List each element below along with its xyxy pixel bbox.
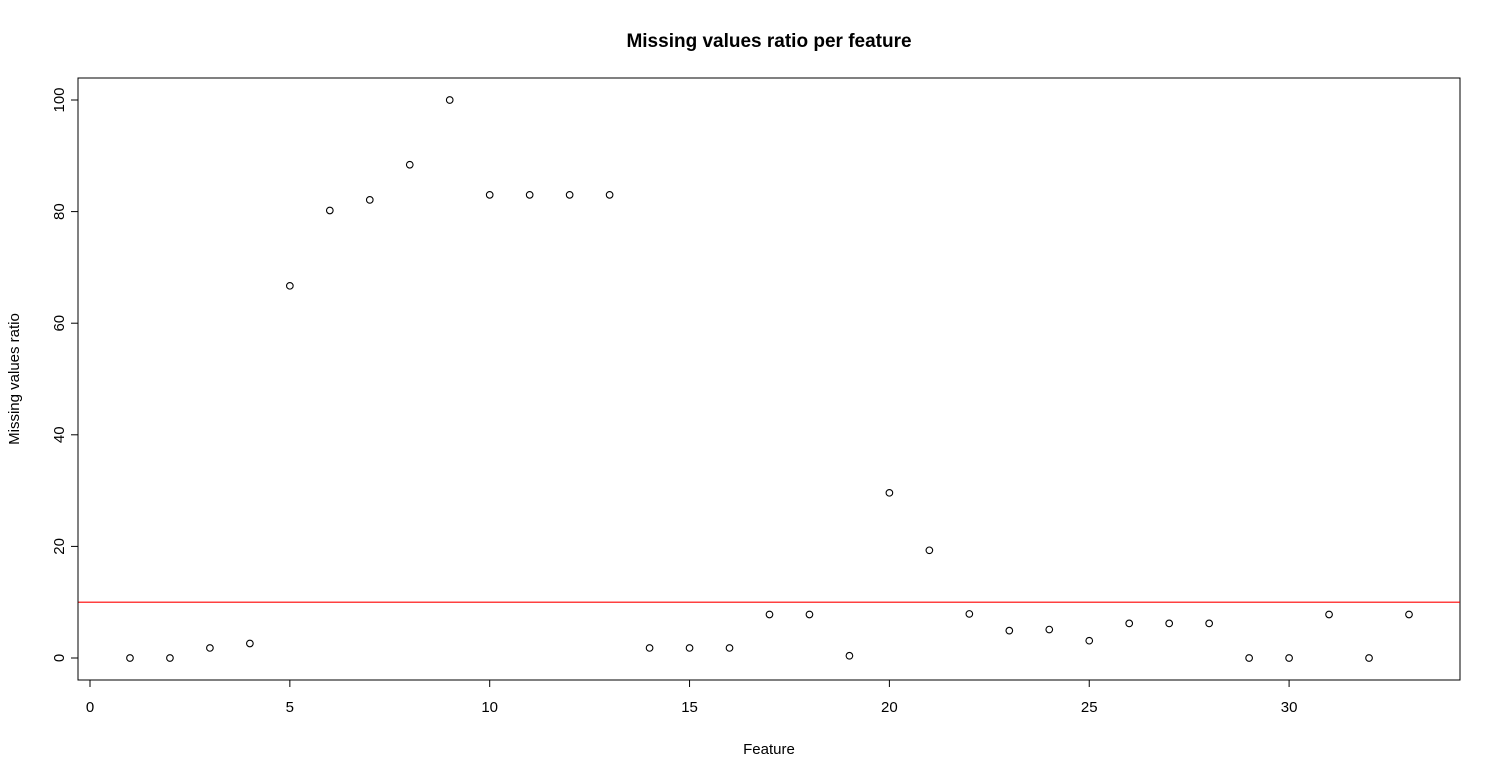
data-point: [885, 488, 894, 497]
x-tick-label: 30: [1281, 699, 1298, 716]
data-point: [1365, 654, 1373, 662]
y-axis-label: Missing values ratio: [6, 313, 23, 445]
plot-frame: [77, 77, 1461, 681]
y-axis: 0 20 40 60 80 100: [51, 87, 79, 662]
data-point: [126, 654, 134, 662]
data-point: [445, 96, 454, 104]
data-point: [485, 191, 494, 199]
data-point: [1285, 654, 1293, 662]
data-point: [925, 546, 934, 555]
data-point: [1205, 619, 1214, 628]
data-point: [325, 206, 334, 215]
chart-title: Missing values ratio per feature: [626, 31, 911, 52]
points-layer: [126, 96, 1413, 662]
data-point: [166, 654, 174, 662]
data-point: [605, 191, 614, 199]
data-point: [805, 610, 814, 619]
x-tick-label: 5: [286, 699, 294, 716]
data-point: [1005, 626, 1014, 635]
data-point: [765, 610, 774, 619]
y-tick-label: 0: [51, 654, 68, 662]
data-point: [565, 191, 574, 199]
data-point: [685, 644, 694, 652]
data-point: [206, 644, 214, 652]
x-axis-label: Feature: [743, 741, 795, 758]
x-axis: 0 5 10 15 20 25 30: [86, 679, 1298, 716]
data-point: [246, 639, 254, 648]
x-tick-label: 25: [1081, 699, 1098, 716]
data-point: [1245, 654, 1253, 662]
data-point: [405, 160, 414, 169]
x-tick-label: 15: [681, 699, 698, 716]
data-point: [1085, 636, 1094, 645]
data-point: [965, 610, 974, 618]
y-tick-label: 40: [51, 426, 68, 443]
data-point: [845, 651, 854, 660]
data-point: [285, 281, 294, 290]
data-point: [1045, 625, 1054, 634]
data-point: [1325, 610, 1333, 619]
data-point: [1125, 619, 1134, 628]
y-tick-label: 100: [51, 87, 68, 112]
y-tick-label: 80: [51, 203, 68, 220]
data-point: [365, 196, 374, 204]
data-point: [725, 644, 734, 652]
data-point: [525, 191, 534, 199]
x-tick-label: 10: [481, 699, 498, 716]
data-point: [1165, 619, 1174, 628]
y-tick-label: 60: [51, 315, 68, 332]
y-tick-label: 20: [51, 538, 68, 555]
x-tick-label: 20: [881, 699, 898, 716]
data-point: [1405, 610, 1413, 619]
data-point: [645, 644, 654, 652]
x-tick-label: 0: [86, 699, 94, 716]
